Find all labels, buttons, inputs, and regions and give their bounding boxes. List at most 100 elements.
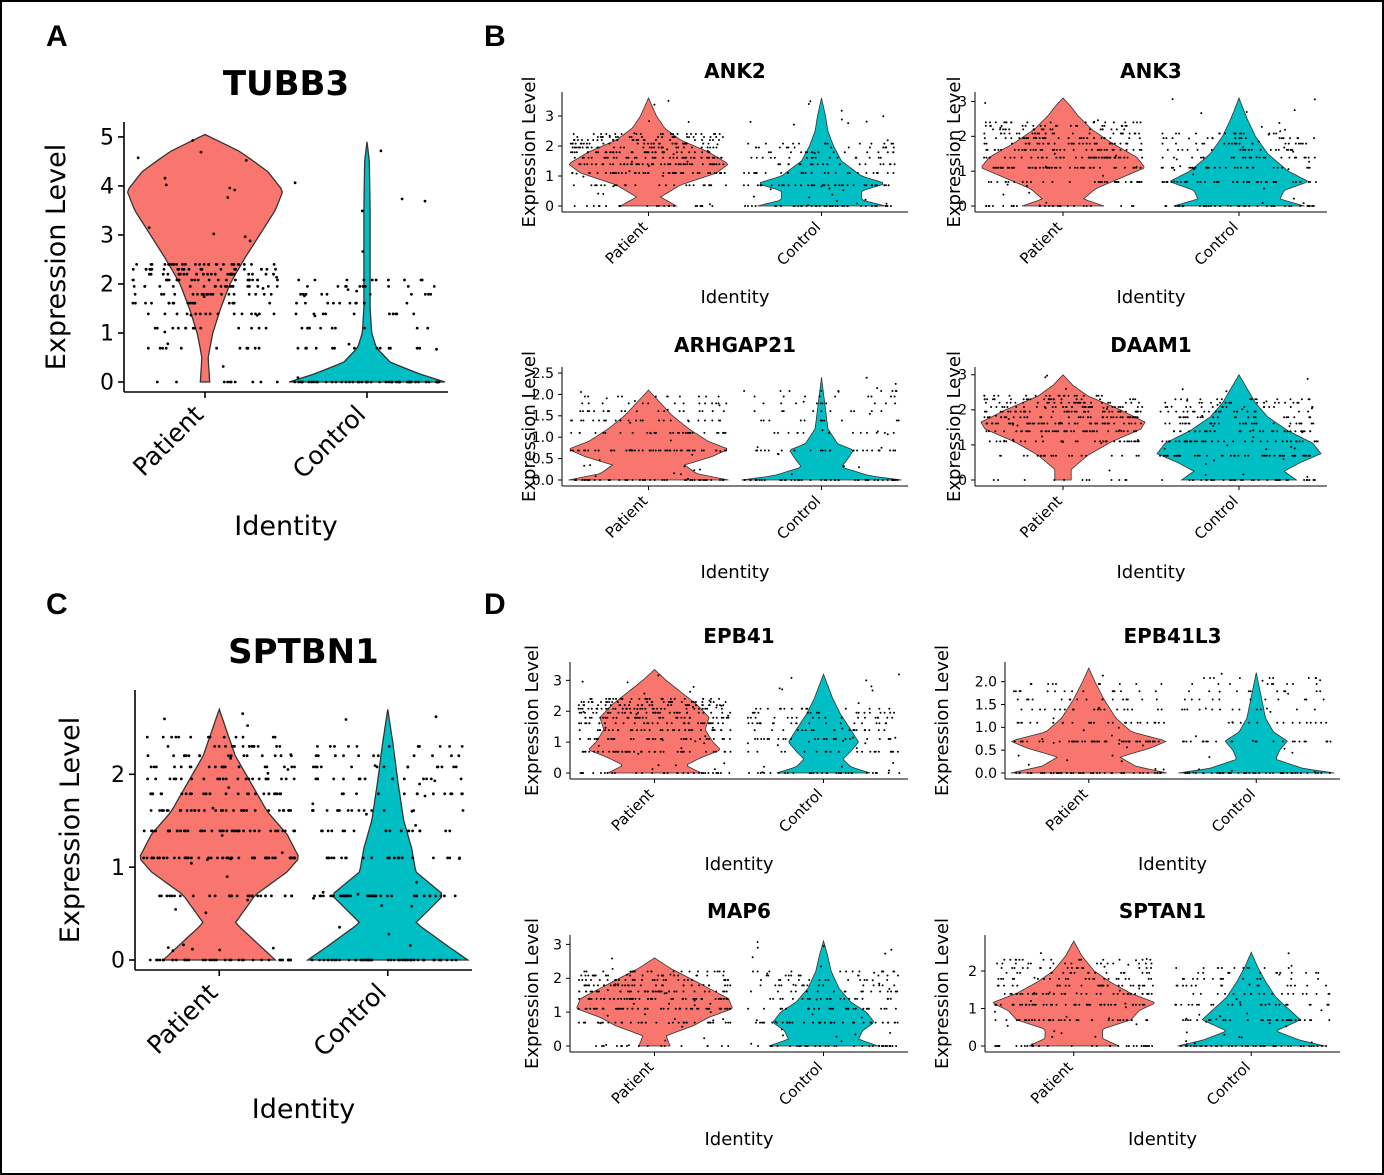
x-tick-label-patient: Patient	[1016, 492, 1066, 542]
jitter-point	[1272, 422, 1275, 425]
jitter-point	[671, 136, 674, 138]
jitter-point	[354, 958, 358, 962]
jitter-point	[1048, 166, 1051, 169]
jitter-point	[834, 395, 837, 398]
jitter-point	[191, 292, 195, 296]
jitter-point	[1265, 400, 1268, 403]
jitter-point	[680, 1045, 683, 1047]
jitter-point	[1097, 394, 1100, 397]
jitter-point	[769, 188, 772, 191]
jitter-point	[1198, 698, 1201, 701]
jitter-point	[1052, 741, 1055, 744]
jitter-point	[784, 974, 787, 977]
jitter-point	[597, 205, 600, 207]
jitter-point	[424, 380, 428, 384]
jitter-point	[1076, 422, 1079, 425]
jitter-point	[326, 301, 330, 305]
jitter-point	[1202, 156, 1205, 159]
jitter-point	[599, 997, 602, 1000]
jitter-point	[331, 894, 335, 898]
jitter-point	[193, 326, 197, 330]
jitter-point	[579, 772, 582, 774]
jitter-point	[711, 156, 714, 159]
jitter-point	[1045, 394, 1048, 397]
jitter-point	[1277, 479, 1280, 481]
jitter-point	[995, 166, 998, 169]
jitter-point	[611, 967, 614, 970]
jitter-point	[1082, 690, 1085, 693]
jitter-point	[1231, 721, 1234, 724]
jitter-point	[1043, 708, 1046, 711]
jitter-point	[666, 722, 668, 725]
jitter-point	[1073, 394, 1076, 397]
jitter-point	[850, 410, 853, 413]
jitter-point	[1038, 142, 1041, 145]
jitter-point	[1103, 708, 1106, 711]
jitter-point	[248, 239, 252, 243]
jitter-point	[399, 829, 403, 833]
jitter-point	[689, 716, 692, 719]
jitter-point	[160, 792, 164, 796]
jitter-point	[635, 139, 638, 141]
jitter-point	[827, 184, 830, 187]
jitter-point	[613, 184, 616, 187]
jitter-point	[214, 809, 218, 812]
jitter-point	[1288, 205, 1291, 207]
jitter-point	[1099, 181, 1102, 183]
jitter-point	[749, 120, 752, 123]
jitter-point	[712, 729, 715, 732]
jitter-point	[722, 431, 724, 434]
jitter-point	[1051, 683, 1054, 685]
jitter-point	[1101, 674, 1104, 677]
jitter-point	[163, 717, 166, 721]
jitter-point	[706, 707, 709, 710]
jitter-point	[1126, 416, 1129, 419]
jitter-point	[1054, 124, 1057, 127]
jitter-point	[804, 172, 807, 174]
jitter-point	[995, 1045, 998, 1047]
jitter-point	[1126, 992, 1129, 995]
jitter-point	[713, 156, 716, 159]
jitter-point	[638, 479, 641, 481]
jitter-point	[1255, 181, 1258, 183]
jitter-point	[808, 722, 811, 725]
jitter-point	[682, 772, 685, 774]
jitter-point	[993, 398, 996, 401]
jitter-point	[247, 292, 251, 296]
jitter-point	[216, 856, 219, 860]
jitter-point	[416, 745, 420, 748]
jitter-point	[818, 395, 821, 398]
jitter-point	[1315, 677, 1318, 679]
jitter-point	[617, 750, 620, 753]
jitter-point	[644, 1021, 647, 1024]
jitter-point	[1117, 984, 1120, 987]
jitter-point	[725, 449, 727, 452]
jitter-point	[792, 123, 795, 126]
jitter-point	[1026, 454, 1029, 457]
jitter-point	[259, 380, 263, 384]
jitter-point	[582, 710, 585, 713]
jitter-point	[747, 184, 750, 187]
jitter-point	[605, 397, 608, 400]
jitter-point	[786, 716, 789, 719]
jitter-point	[612, 156, 615, 159]
jitter-point	[678, 729, 681, 732]
jitter-point	[418, 346, 422, 350]
jitter-point	[228, 380, 232, 384]
jitter-point	[1272, 132, 1275, 135]
jitter-point	[1053, 132, 1056, 135]
jitter-point	[865, 172, 868, 174]
jitter-point	[1174, 205, 1177, 207]
jitter-point	[843, 151, 846, 154]
jitter-point	[843, 465, 845, 468]
jitter-point	[461, 809, 465, 812]
jitter-point	[749, 716, 752, 719]
jitter-point	[1120, 740, 1123, 743]
jitter-point	[615, 1007, 617, 1010]
jitter-point	[663, 992, 666, 995]
jitter-point	[787, 979, 790, 981]
jitter-point	[1038, 137, 1041, 140]
jitter-point	[1293, 109, 1296, 112]
jitter-point	[1068, 454, 1071, 457]
jitter-point	[1003, 156, 1006, 159]
